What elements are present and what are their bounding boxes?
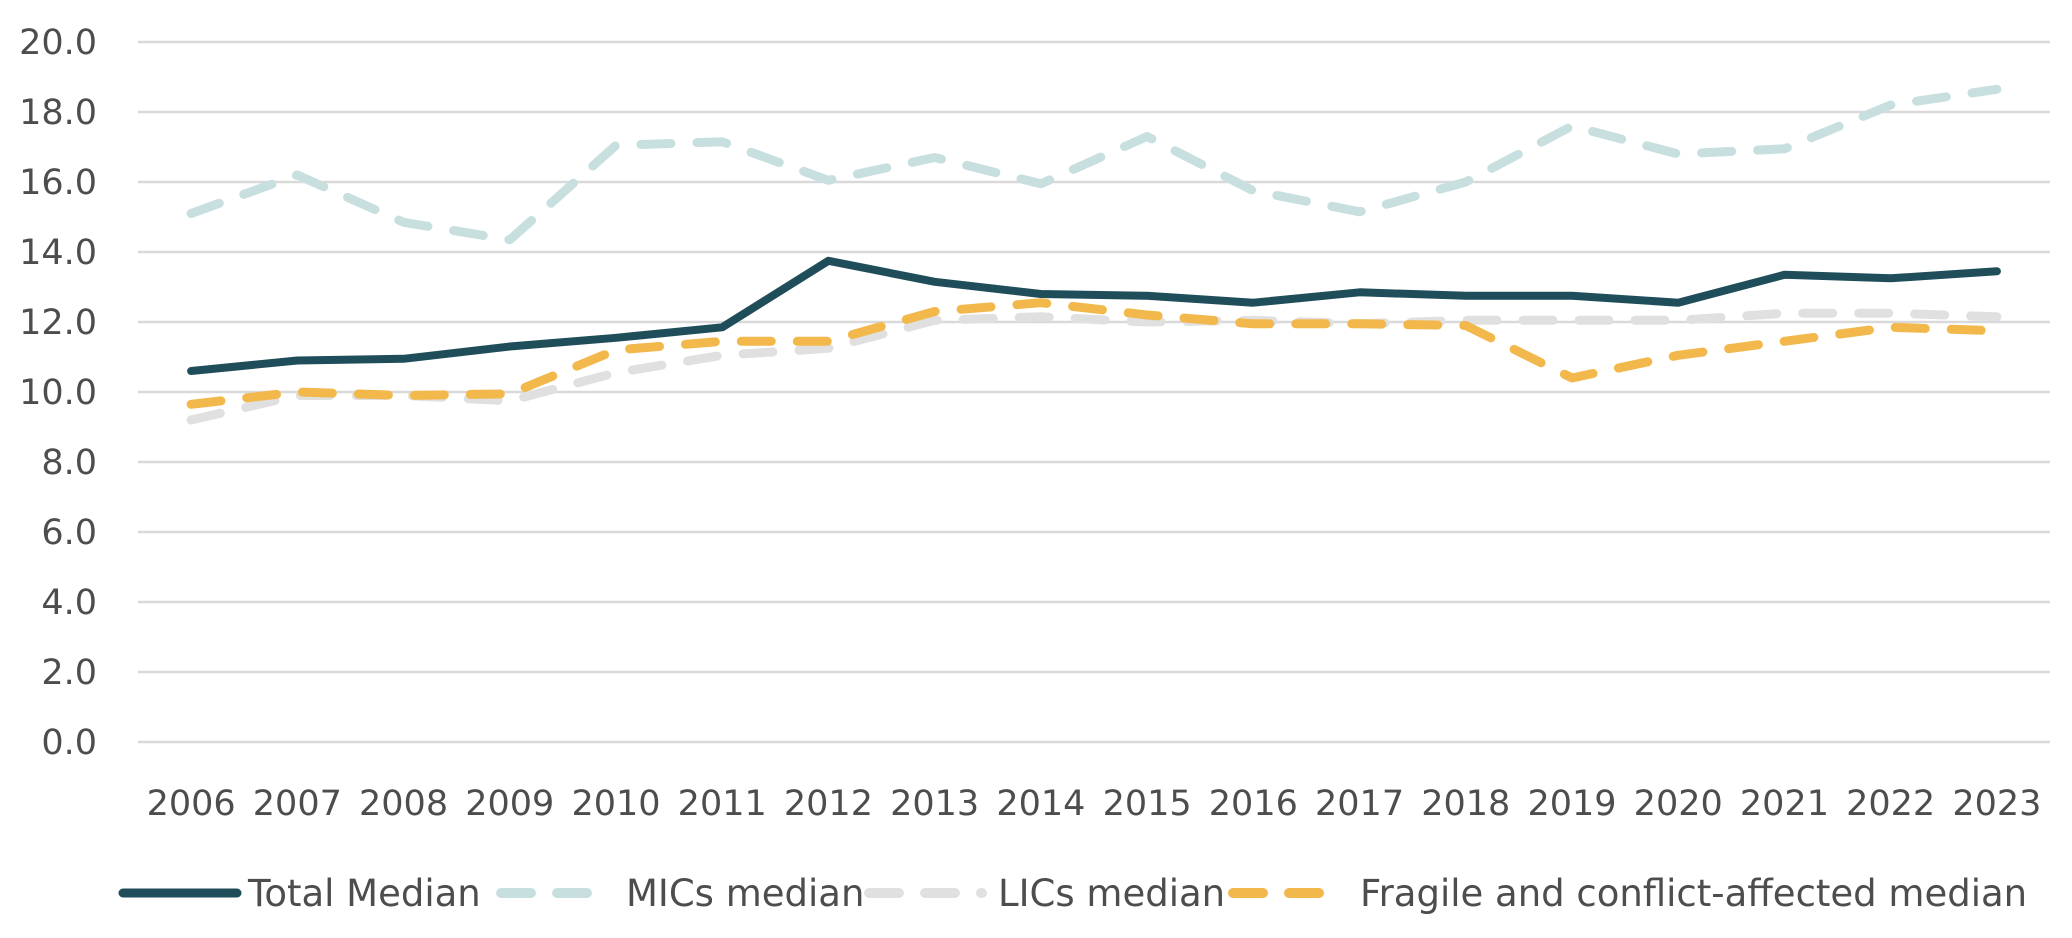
x-tick-label: 2008 (359, 784, 448, 824)
y-tick-label: 4.0 (41, 583, 97, 623)
x-tick-label: 2020 (1634, 784, 1723, 824)
x-tick-label: 2023 (1952, 784, 2041, 824)
x-tick-label: 2019 (1527, 784, 1616, 824)
series-line-2 (186, 308, 2002, 425)
x-tick-label: 2022 (1846, 784, 1935, 824)
y-axis: 0.0 2.0 4.0 6.0 8.0 10.0 12.0 14.0 16.0 18.0 20.0 (19, 23, 97, 763)
legend-label-1: MICs median (626, 872, 864, 915)
x-tick-label: 2010 (571, 784, 660, 824)
y-tick-label: 12.0 (19, 303, 97, 343)
y-tick-label: 0.0 (41, 723, 97, 763)
legend-label-0: Total Median (247, 872, 481, 915)
series-line-1 (186, 84, 2002, 245)
y-tick-label: 8.0 (41, 443, 97, 483)
y-tick-label: 14.0 (19, 233, 97, 273)
y-tick-label: 18.0 (19, 93, 97, 133)
legend-label-3: Fragile and conflict-affected median (1360, 872, 2027, 915)
x-axis: 2006 2007 2008 2009 2010 2011 2012 2013 2014 2015… (147, 784, 2042, 824)
x-tick-label: 2014 (996, 784, 1085, 824)
y-tick-label: 20.0 (19, 23, 97, 63)
x-tick-label: 2018 (1421, 784, 1510, 824)
x-tick-label: 2016 (1209, 784, 1298, 824)
x-tick-label: 2013 (890, 784, 979, 824)
x-tick-label: 2017 (1315, 784, 1404, 824)
x-tick-label: 2012 (784, 784, 873, 824)
x-tick-label: 2006 (147, 784, 236, 824)
gridlines (138, 40, 2050, 744)
x-tick-label: 2015 (1103, 784, 1192, 824)
y-tick-label: 6.0 (41, 513, 97, 553)
x-tick-label: 2007 (253, 784, 342, 824)
y-tick-label: 16.0 (19, 163, 97, 203)
series-line-0 (187, 256, 2001, 375)
y-tick-label: 10.0 (19, 373, 97, 413)
x-tick-label: 2009 (465, 784, 554, 824)
legend-label-2: LICs median (998, 872, 1225, 915)
legend: Total Median MICs median LICs median Fragil… (118, 872, 2027, 915)
x-tick-label: 2011 (678, 784, 767, 824)
series-line-3 (186, 298, 2002, 409)
x-tick-label: 2021 (1740, 784, 1829, 824)
series-lines (186, 84, 2002, 425)
y-tick-label: 2.0 (41, 653, 97, 693)
